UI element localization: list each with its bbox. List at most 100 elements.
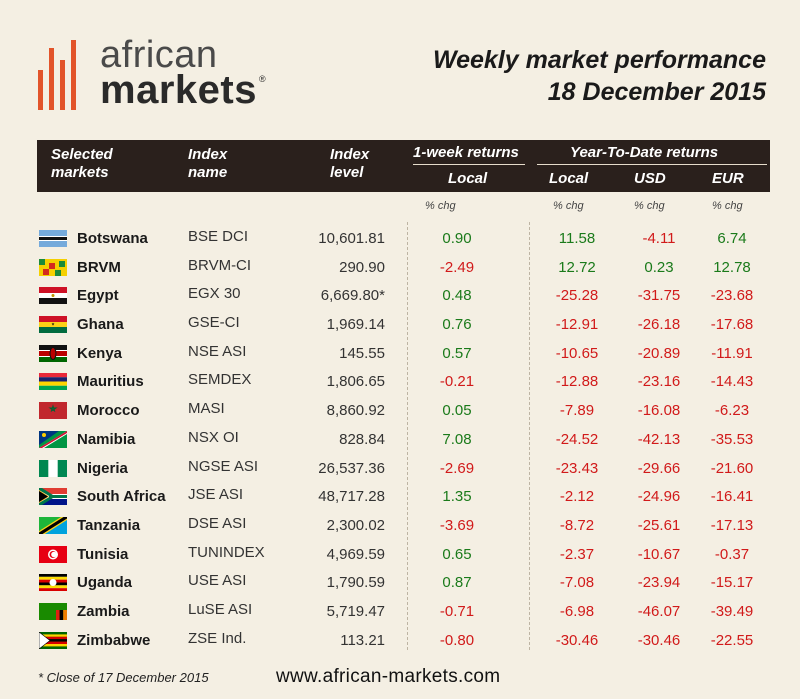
index-level: 10,601.81 [318,230,385,247]
week-local-return: -0.80 [439,631,475,649]
ytd-eur-return: -39.49 [710,602,754,620]
index-level: 5,719.47 [326,602,385,620]
ytd-usd-return: -26.18 [637,316,681,334]
flag-icon [39,574,67,592]
index-level: 113.21 [340,631,385,649]
flag-icon [39,631,67,649]
header-ytd-local: Local [549,170,589,187]
flag-icon [39,545,67,563]
ytd-local-return: -10.65 [555,344,599,362]
table-row: BRVM BRVM-CI 290.90 -2.49 12.72 0.23 12.78 [37,253,770,282]
ytd-local-return: -8.72 [559,516,595,534]
index-level: 2,300.02 [326,516,385,534]
ytd-local-return: -25.28 [555,287,599,305]
website-link[interactable]: www.african-markets.com [276,666,501,687]
country-name: Tunisia [77,545,129,563]
ytd-eur-return: -0.37 [714,545,750,563]
footnote: * Close of 17 December 2015 [38,670,209,685]
index-name: EGX 30 [188,285,241,303]
ytd-eur-return: 12.78 [713,258,751,276]
country-name: Botswana [77,230,148,247]
index-name: NGSE ASI [188,457,259,475]
week-local-return: 0.90 [442,230,472,247]
week-local-return: 0.76 [442,316,472,334]
ytd-local-return: -7.08 [559,574,595,592]
index-name: ZSE Ind. [188,629,247,647]
index-level: 4,969.59 [326,545,385,563]
index-level: 1,790.59 [326,574,385,592]
flag-icon [39,344,67,362]
table-row: Namibia NSX OI 828.84 7.08 -24.52 -42.13 -35.5… [37,425,770,454]
country-name: Egypt [77,287,119,305]
ytd-usd-return: -42.13 [637,430,681,448]
ytd-usd-return: -10.67 [637,545,681,563]
country-name: Kenya [77,344,123,362]
week-local-return: -2.49 [439,258,475,276]
index-name: SEMDEX [188,371,252,389]
week-local-return: 0.57 [442,344,472,362]
index-level: 1,806.65 [326,373,385,391]
week-local-return: -3.69 [439,516,475,534]
index-name: USE ASI [188,572,247,590]
index-level: 828.84 [339,430,385,448]
index-level: 1,969.14 [326,316,385,334]
flag-icon [39,287,67,305]
week-local-return: 7.08 [442,430,472,448]
week-local-return: 1.35 [442,488,472,506]
ytd-usd-return: -23.94 [637,574,681,592]
header-selected: Selected [51,146,113,163]
ytd-usd-return: -46.07 [637,602,681,620]
week-local-return: -0.21 [439,373,475,391]
header-level-1: Index [330,146,370,163]
ytd-local-return: -12.88 [555,373,599,391]
table-row: Tanzania DSE ASI 2,300.02 -3.69 -8.72 -25.61 -… [37,511,770,540]
logo-text-markets: markets ® [100,68,267,112]
ytd-local-return: -2.12 [559,488,595,506]
index-name: DSE ASI [188,514,247,532]
ytd-local-return: -30.46 [555,631,599,649]
index-name: GSE-CI [188,314,240,332]
ytd-eur-return: -16.41 [710,488,754,506]
week-local-return: 0.87 [442,574,472,592]
ytd-eur-return: -35.53 [710,430,754,448]
index-name: NSX OI [188,428,239,446]
flag-icon [39,488,67,506]
table-row: Ghana GSE-CI 1,969.14 0.76 -12.91 -26.18 -17.6… [37,310,770,339]
country-name: Uganda [77,574,133,592]
ytd-eur-return: 6.74 [717,230,747,247]
ytd-eur-return: -21.60 [710,459,754,477]
index-name: BSE DCI [188,228,249,245]
header-index-1: Index [188,146,228,163]
ytd-eur-return: -22.55 [710,631,754,649]
header-week-local: Local [448,170,488,187]
ytd-eur-return: -15.17 [710,574,754,592]
ytd-local-return: -6.98 [559,602,595,620]
index-name: TUNINDEX [188,543,265,561]
ytd-local-return: -24.52 [555,430,599,448]
logo: african markets ® [38,34,298,112]
header-ytd-underline [537,164,767,165]
ytd-usd-return: -25.61 [637,516,681,534]
table-row: Mauritius SEMDEX 1,806.65 -0.21 -12.88 -23.16… [37,367,770,396]
flag-icon [39,230,67,247]
table-row: Zambia LuSE ASI 5,719.47 -0.71 -6.98 -46.07 -3… [37,597,770,626]
country-name: Morocco [77,402,140,420]
ytd-usd-return: 0.23 [644,258,674,276]
table-row: Botswana BSE DCI 10,601.81 0.90 11.58 -4.11 6.… [37,224,770,253]
week-local-return: -2.69 [439,459,475,477]
index-level: 290.90 [339,258,385,276]
week-local-return: 0.48 [442,287,472,305]
ytd-eur-return: -23.68 [710,287,754,305]
table-row: Zimbabwe ZSE Ind. 113.21 -0.80 -30.46 -30.46 -… [37,626,770,655]
ytd-usd-return: -29.66 [637,459,681,477]
index-name: BRVM-CI [188,256,252,274]
table-header: Selected markets Index name Index level … [37,140,770,192]
logo-text-african: african [100,34,218,76]
index-level: 8,860.92 [326,402,385,420]
index-level: 6,669.80* [320,287,385,305]
subheader-ytdu: % chg [634,200,665,212]
ytd-eur-return: -17.68 [710,316,754,334]
ytd-eur-return: -17.13 [710,516,754,534]
flag-icon [39,402,67,420]
country-name: BRVM [77,258,121,276]
